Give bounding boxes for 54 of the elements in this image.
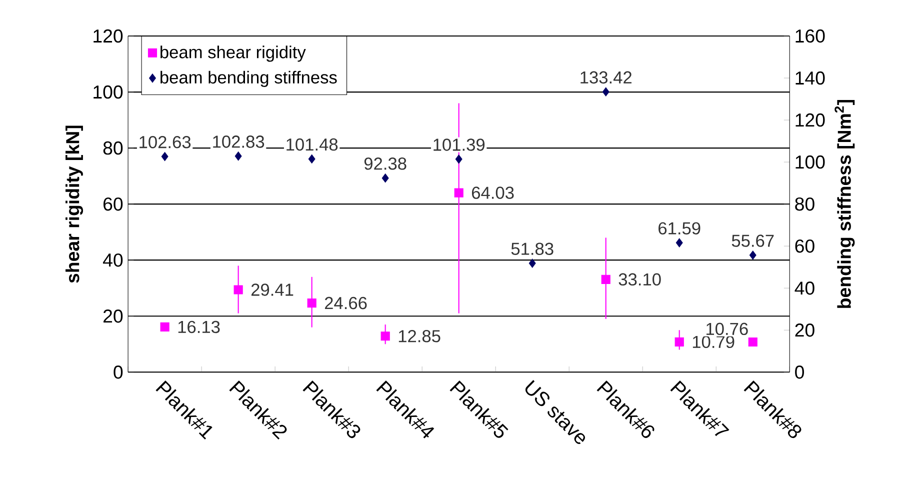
- point: [160, 322, 170, 332]
- y-tick-label: 0: [114, 366, 123, 379]
- legend-label: beam bending stiffness: [160, 70, 337, 88]
- data-label: 33.10: [618, 273, 661, 286]
- data-label: 92.38: [364, 158, 406, 170]
- data-label: 24.66: [324, 297, 367, 310]
- point: [234, 152, 242, 161]
- point: [382, 174, 389, 183]
- point: [307, 298, 316, 308]
- data-label: 102.83: [213, 136, 264, 148]
- point: [161, 152, 168, 162]
- data-label: 133.42: [580, 71, 632, 84]
- y2-axis-title: bending stiffness [Nm$^{2}$]: [834, 100, 855, 308]
- data-label: 101.48: [286, 138, 338, 151]
- data-label: 61.59: [658, 222, 700, 235]
- data-label: 51.83: [511, 242, 554, 256]
- y-tick-label: 120: [94, 29, 123, 43]
- y2-tick-label: 100: [796, 156, 825, 169]
- data-label: 10.76: [706, 322, 748, 336]
- data-label: 10.79: [692, 336, 734, 348]
- y2-tick-label: 80: [795, 198, 814, 211]
- data-label: 55.67: [732, 234, 774, 247]
- y2-tick-label: 0: [795, 366, 804, 379]
- data-label: 12.85: [398, 330, 440, 342]
- y-axis-title: shear rigidity [kN]: [66, 126, 84, 283]
- data-label: 64.03: [472, 186, 514, 200]
- y2-tick-label: 160: [796, 29, 825, 43]
- point: [454, 188, 464, 198]
- point: [455, 154, 462, 164]
- point: [380, 332, 390, 341]
- y-tick-label: 40: [102, 254, 123, 267]
- y-tick-label: 80: [103, 142, 123, 155]
- point: [602, 87, 610, 96]
- point: [749, 250, 756, 260]
- y-tick-label: 100: [94, 85, 123, 99]
- point: [308, 154, 316, 164]
- point: [674, 337, 684, 347]
- y2-tick-label: 60: [795, 240, 814, 253]
- y2-tick-label: 120: [796, 113, 825, 127]
- y-tick-label: 60: [104, 198, 123, 211]
- y2-tick-label: 20: [795, 324, 814, 337]
- y2-tick-label: 140: [796, 71, 825, 85]
- point: [528, 258, 536, 268]
- point: [601, 274, 610, 284]
- point: [676, 238, 683, 248]
- y2-tick-label: 40: [794, 282, 814, 295]
- y-tick-label: 20: [104, 310, 123, 323]
- data-label: 101.39: [434, 138, 485, 151]
- data-label: 29.41: [251, 284, 294, 296]
- legend-label: beam shear rigidity: [160, 46, 306, 62]
- point: [234, 285, 243, 294]
- data-label: 102.63: [140, 136, 191, 148]
- point: [748, 338, 758, 347]
- data-label: 16.13: [178, 320, 220, 334]
